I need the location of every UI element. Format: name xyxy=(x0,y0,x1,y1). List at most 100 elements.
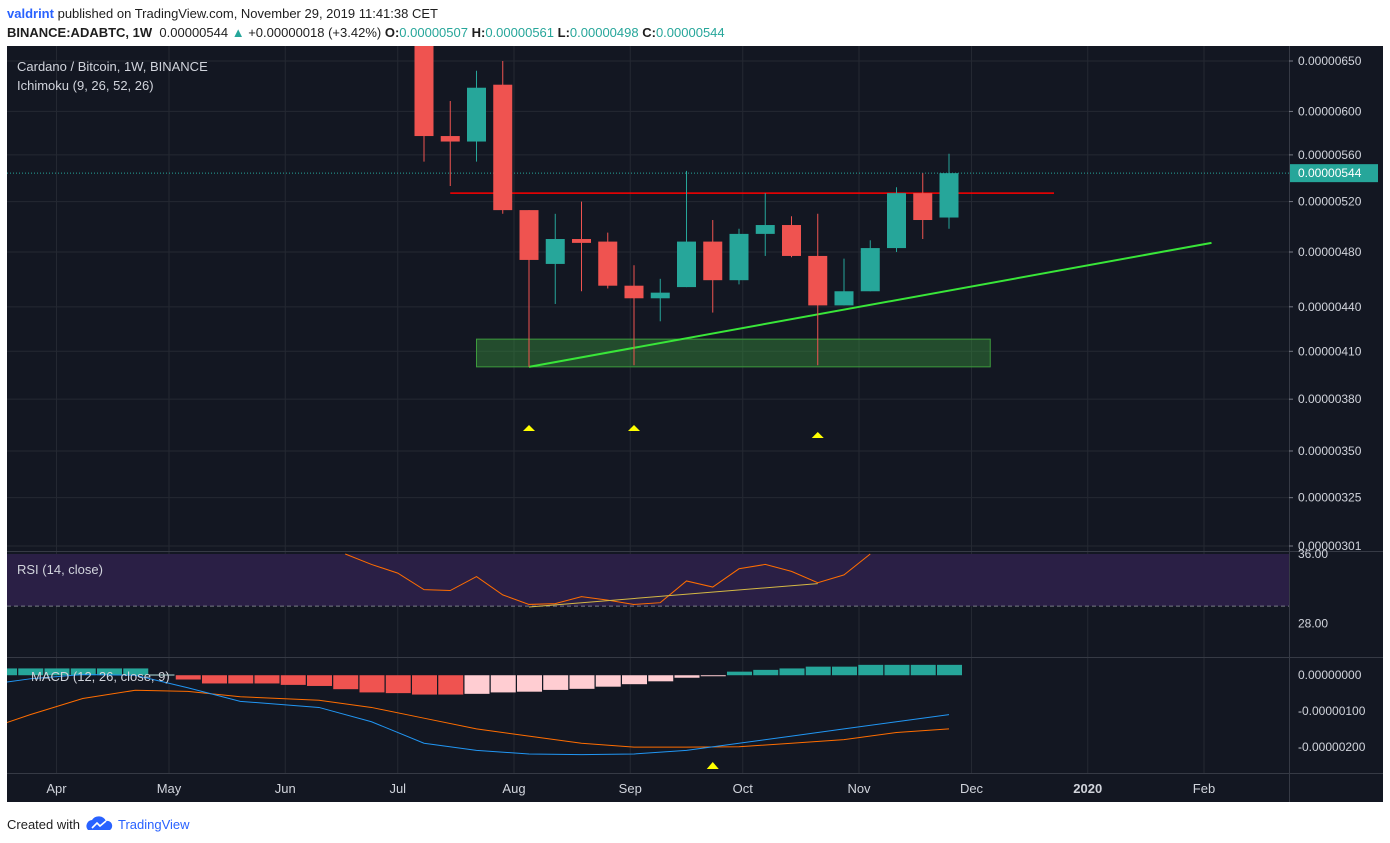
candle xyxy=(703,220,723,313)
candle-body xyxy=(939,173,959,218)
candle-body xyxy=(703,241,723,281)
candle-body xyxy=(887,193,906,249)
macd-histogram-bar xyxy=(858,664,884,676)
macd-histogram-bar xyxy=(910,664,936,676)
open-label: O: xyxy=(384,25,400,40)
high-value: 0.00000561 xyxy=(485,25,555,40)
price-tick-label: 0.00000350 xyxy=(1298,444,1362,458)
high-label: H: xyxy=(471,25,486,40)
time-axis-label: Jun xyxy=(275,781,296,796)
time-axis-label: Feb xyxy=(1193,781,1215,796)
symbol-label: BINANCE:ADABTC, 1W xyxy=(7,25,153,40)
candle xyxy=(755,193,775,256)
macd-histogram-bar xyxy=(569,675,595,689)
time-axis-label: Jul xyxy=(389,781,406,796)
candle-body xyxy=(755,225,775,234)
macd-histogram-bar xyxy=(280,675,306,685)
support-zone xyxy=(476,338,991,368)
macd-pane xyxy=(7,664,962,769)
candle xyxy=(467,70,486,162)
macd-histogram-bar xyxy=(44,668,70,676)
macd-histogram-bar xyxy=(307,675,332,686)
candle xyxy=(440,101,460,187)
price-tick-label: 0.00000520 xyxy=(1298,195,1362,209)
macd-histogram-bar xyxy=(123,668,149,676)
candle-body xyxy=(572,239,591,243)
low-marker-icon xyxy=(628,425,640,431)
macd-histogram-bar xyxy=(7,668,17,676)
candle-body xyxy=(913,193,933,221)
macd-histogram-bar xyxy=(727,671,752,676)
price-tick-label: 0.00000301 xyxy=(1298,539,1362,553)
time-axis-label: Aug xyxy=(502,781,525,796)
candle xyxy=(650,278,670,322)
close-label: C: xyxy=(642,25,656,40)
macd-histogram-bar xyxy=(937,664,962,676)
open-value: 0.00000507 xyxy=(399,25,468,40)
time-axis-label: Apr xyxy=(46,781,67,796)
low-marker-icon xyxy=(811,432,824,438)
candle xyxy=(913,173,933,240)
price-tick-label: 0.00000380 xyxy=(1298,392,1362,406)
candle xyxy=(939,153,959,229)
chart-canvas[interactable]: Cardano / Bitcoin, 1W, BINANCE Ichimoku (… xyxy=(7,46,1383,802)
rsi-line xyxy=(345,553,871,605)
rsi-band xyxy=(7,554,1289,607)
macd-histogram-bar xyxy=(674,675,700,678)
macd-histogram-bar xyxy=(805,666,831,676)
candle-body xyxy=(598,241,618,286)
rsi-trendline xyxy=(528,583,818,608)
time-axis-label: May xyxy=(157,781,182,796)
candle-body xyxy=(834,291,854,306)
candle xyxy=(572,201,591,292)
macd-tick-label: 0.00000000 xyxy=(1298,668,1362,682)
macd-histogram-bar xyxy=(18,668,44,676)
tradingview-link[interactable]: TradingView xyxy=(117,816,190,832)
macd-tick-label: -0.00000100 xyxy=(1298,704,1366,718)
low-label: L: xyxy=(557,25,570,40)
time-axis-label: 2020 xyxy=(1073,781,1102,796)
candle xyxy=(834,258,854,306)
ascending-trendline xyxy=(528,241,1212,368)
rsi-tick-label: 36.00 xyxy=(1298,547,1328,561)
time-axis-label: Nov xyxy=(847,781,871,796)
tradingview-logo-icon xyxy=(86,816,113,830)
macd-histogram-bar xyxy=(438,675,464,695)
macd-histogram-bar xyxy=(97,668,122,676)
indicator-label: Ichimoku (9, 26, 52, 26) xyxy=(17,78,154,93)
macd-histogram-bar xyxy=(884,664,910,676)
candle xyxy=(545,213,565,304)
macd-tick-label: -0.00000200 xyxy=(1298,740,1366,754)
low-value: 0.00000498 xyxy=(569,25,639,40)
crossover-marker-icon xyxy=(706,762,719,769)
macd-histogram-bar xyxy=(622,675,647,685)
candle xyxy=(519,210,539,367)
candle-body xyxy=(467,87,486,142)
candle-body xyxy=(519,210,539,260)
macd-histogram-bar xyxy=(832,666,857,676)
candle xyxy=(729,228,749,285)
footer: Created with TradingView xyxy=(7,816,190,832)
created-with-label: Created with xyxy=(7,816,80,832)
macd-histogram-bar xyxy=(543,675,569,690)
candle-body xyxy=(624,285,644,299)
macd-histogram-bar xyxy=(228,675,254,684)
rsi-label: RSI (14, close) xyxy=(17,562,103,577)
macd-histogram-bar xyxy=(149,674,175,676)
author-link[interactable]: valdrint xyxy=(7,6,54,21)
macd-histogram-bar xyxy=(648,675,674,682)
last-price-badge-label: 0.00000544 xyxy=(1298,166,1362,180)
candle-body xyxy=(677,241,696,288)
candle xyxy=(782,216,801,258)
candle-body xyxy=(782,225,801,256)
price-tick-label: 0.00000560 xyxy=(1298,148,1362,162)
candle-body xyxy=(414,46,434,137)
macd-histogram-bar xyxy=(333,675,359,690)
time-axis-label: Oct xyxy=(733,781,754,796)
chart-background xyxy=(7,46,1383,802)
quote-line: BINANCE:ADABTC, 1W 0.00000544 ▲ +0.00000… xyxy=(7,25,725,40)
close-value: 0.00000544 xyxy=(655,25,725,40)
macd-histogram-bar xyxy=(595,675,621,687)
candle xyxy=(598,232,618,289)
macd-histogram-bar xyxy=(490,675,516,693)
